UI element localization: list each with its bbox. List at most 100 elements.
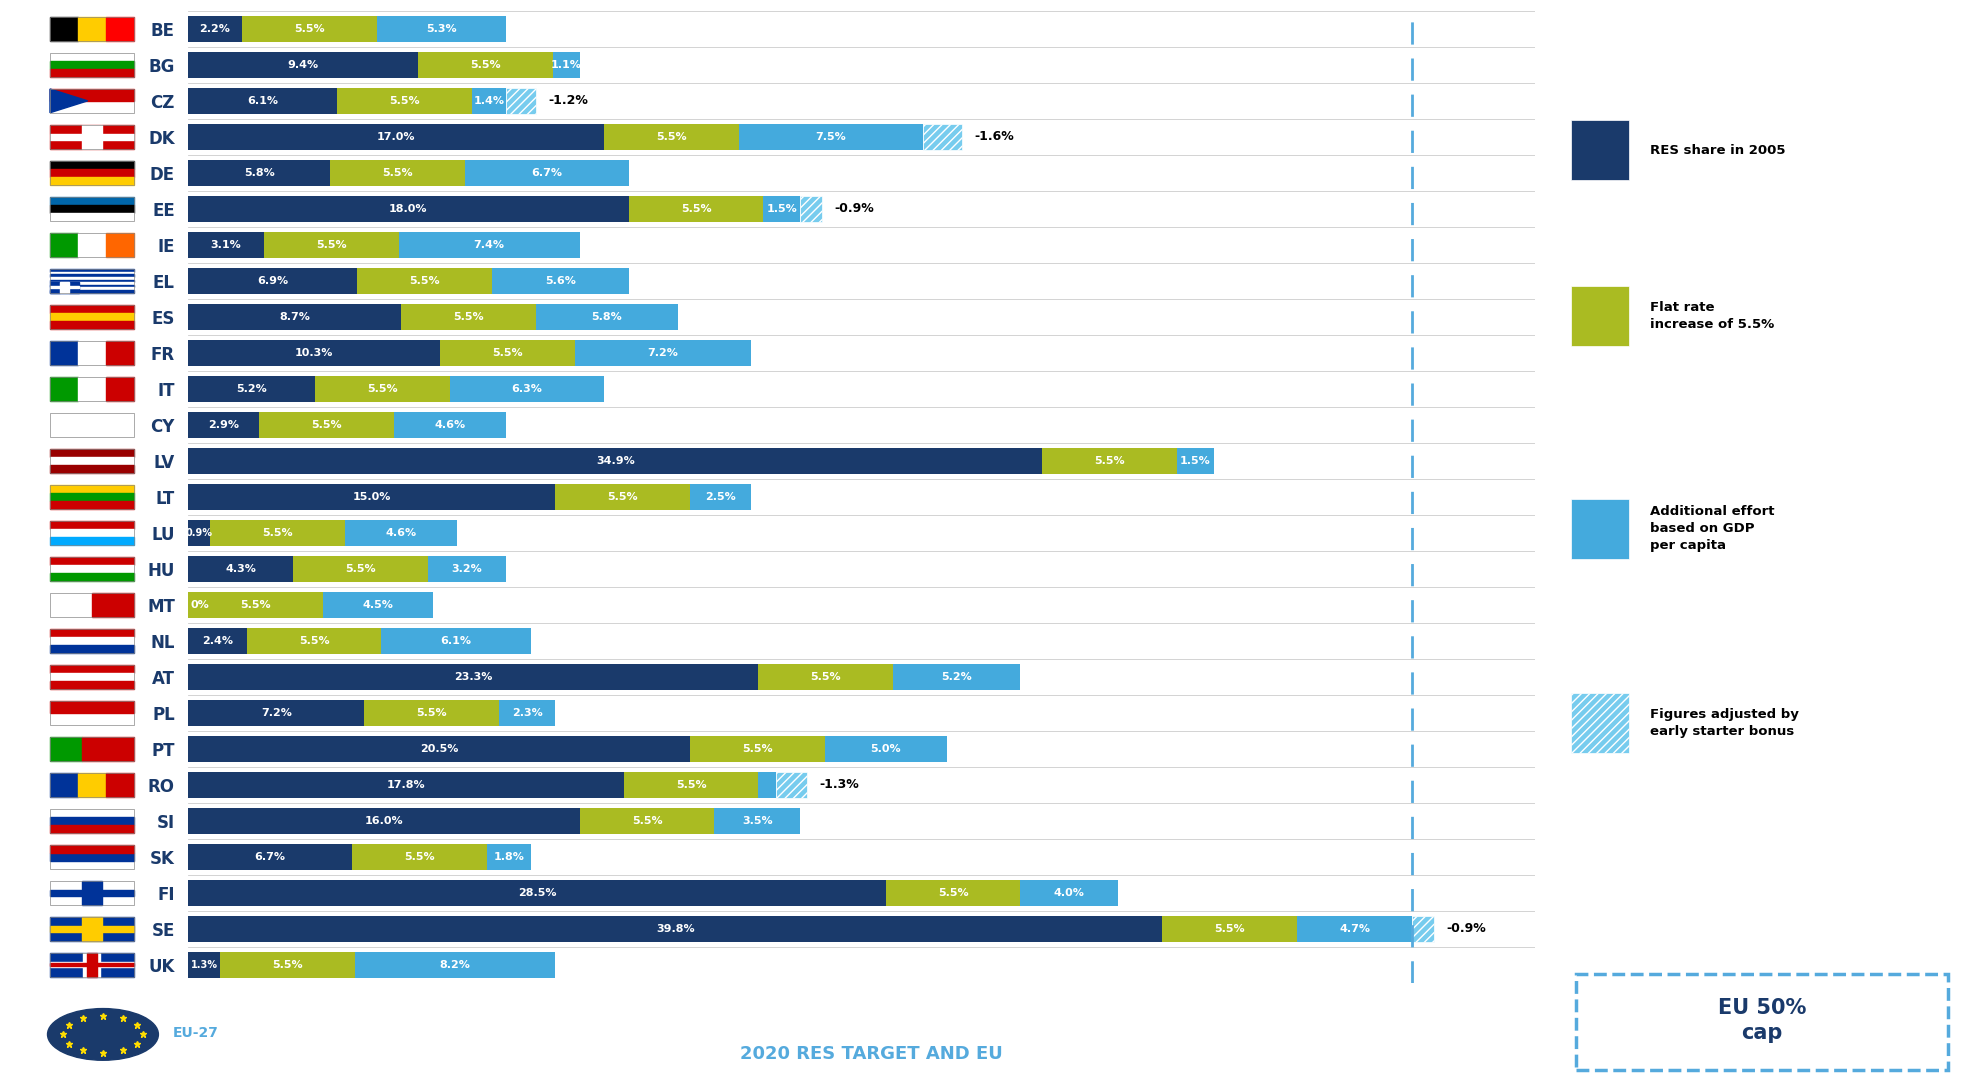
- Text: 5.2%: 5.2%: [236, 383, 267, 394]
- Bar: [689, 736, 824, 761]
- Bar: [50, 636, 135, 645]
- Text: 1.5%: 1.5%: [1180, 456, 1212, 466]
- Bar: [800, 195, 822, 222]
- Text: Additional effort
based on GDP
per capita: Additional effort based on GDP per capit…: [1649, 505, 1774, 553]
- Text: 6.7%: 6.7%: [255, 851, 285, 862]
- Bar: [50, 521, 135, 545]
- Text: 5.5%: 5.5%: [317, 240, 346, 250]
- Bar: [50, 817, 135, 824]
- Text: 5.5%: 5.5%: [240, 599, 271, 610]
- Bar: [50, 125, 135, 149]
- Bar: [50, 681, 135, 689]
- Text: 6.7%: 6.7%: [531, 168, 562, 178]
- Bar: [188, 52, 418, 78]
- FancyBboxPatch shape: [1570, 121, 1630, 180]
- Text: 5.8%: 5.8%: [592, 312, 622, 321]
- Bar: [50, 773, 135, 797]
- Text: 5.5%: 5.5%: [632, 816, 663, 825]
- Text: 6.9%: 6.9%: [257, 276, 289, 286]
- Bar: [1020, 880, 1119, 906]
- Bar: [323, 592, 434, 618]
- Bar: [50, 629, 135, 636]
- Bar: [402, 304, 537, 330]
- Bar: [50, 809, 135, 817]
- Bar: [50, 125, 135, 149]
- Text: 5.5%: 5.5%: [293, 24, 325, 34]
- Bar: [50, 269, 135, 293]
- Bar: [188, 124, 604, 150]
- Bar: [77, 17, 105, 41]
- Text: 5.5%: 5.5%: [311, 420, 343, 430]
- Bar: [188, 699, 364, 725]
- Bar: [776, 772, 808, 798]
- Bar: [824, 736, 946, 761]
- Bar: [50, 287, 79, 289]
- Text: -0.9%: -0.9%: [1445, 922, 1487, 935]
- FancyBboxPatch shape: [1570, 693, 1630, 753]
- Bar: [50, 700, 135, 724]
- Bar: [248, 628, 382, 654]
- Bar: [50, 737, 135, 760]
- Bar: [50, 572, 135, 581]
- Bar: [50, 926, 135, 932]
- Bar: [50, 501, 135, 508]
- Bar: [507, 88, 537, 114]
- Bar: [50, 429, 135, 437]
- Bar: [188, 340, 440, 366]
- Bar: [105, 17, 133, 41]
- Bar: [50, 557, 135, 565]
- Bar: [50, 773, 77, 797]
- Bar: [50, 161, 135, 169]
- Text: 17.0%: 17.0%: [376, 131, 416, 142]
- Bar: [188, 304, 402, 330]
- Bar: [81, 881, 101, 905]
- Bar: [50, 962, 135, 968]
- Bar: [50, 233, 77, 256]
- Bar: [77, 341, 105, 365]
- Bar: [449, 376, 604, 402]
- Bar: [50, 521, 135, 529]
- Bar: [105, 773, 133, 797]
- Bar: [50, 205, 135, 213]
- Bar: [50, 485, 135, 508]
- Bar: [739, 124, 923, 150]
- Text: 5.5%: 5.5%: [271, 960, 303, 970]
- Text: 5.5%: 5.5%: [261, 528, 293, 538]
- Text: 23.3%: 23.3%: [453, 672, 493, 682]
- Text: 28.5%: 28.5%: [517, 888, 556, 898]
- Text: 7.2%: 7.2%: [647, 348, 679, 358]
- Bar: [188, 268, 356, 294]
- Bar: [188, 447, 1041, 473]
- Bar: [77, 377, 105, 401]
- Text: 4.0%: 4.0%: [1053, 888, 1085, 898]
- Text: 1.1%: 1.1%: [550, 60, 582, 70]
- Text: 8.7%: 8.7%: [279, 312, 311, 321]
- Bar: [50, 565, 135, 572]
- Text: 5.3%: 5.3%: [426, 24, 457, 34]
- Text: 8.2%: 8.2%: [440, 960, 471, 970]
- Bar: [50, 845, 135, 853]
- Bar: [50, 665, 135, 673]
- Text: 2.2%: 2.2%: [200, 24, 230, 34]
- Bar: [50, 421, 135, 429]
- Bar: [580, 808, 715, 834]
- Bar: [188, 160, 331, 186]
- Text: 5.5%: 5.5%: [1095, 456, 1125, 466]
- Bar: [50, 53, 135, 61]
- Bar: [77, 773, 105, 797]
- Text: 1.3%: 1.3%: [190, 960, 218, 970]
- Bar: [50, 952, 135, 976]
- Bar: [188, 484, 554, 509]
- Text: 7.4%: 7.4%: [473, 240, 505, 250]
- Bar: [188, 844, 352, 870]
- Bar: [923, 124, 962, 150]
- Bar: [87, 952, 97, 976]
- Text: 20.5%: 20.5%: [420, 744, 457, 754]
- Bar: [188, 232, 263, 257]
- Text: 1.4%: 1.4%: [473, 96, 505, 105]
- Bar: [50, 17, 77, 41]
- Bar: [574, 340, 750, 366]
- Text: 3.2%: 3.2%: [451, 564, 483, 573]
- Bar: [758, 772, 776, 798]
- Bar: [1412, 915, 1434, 942]
